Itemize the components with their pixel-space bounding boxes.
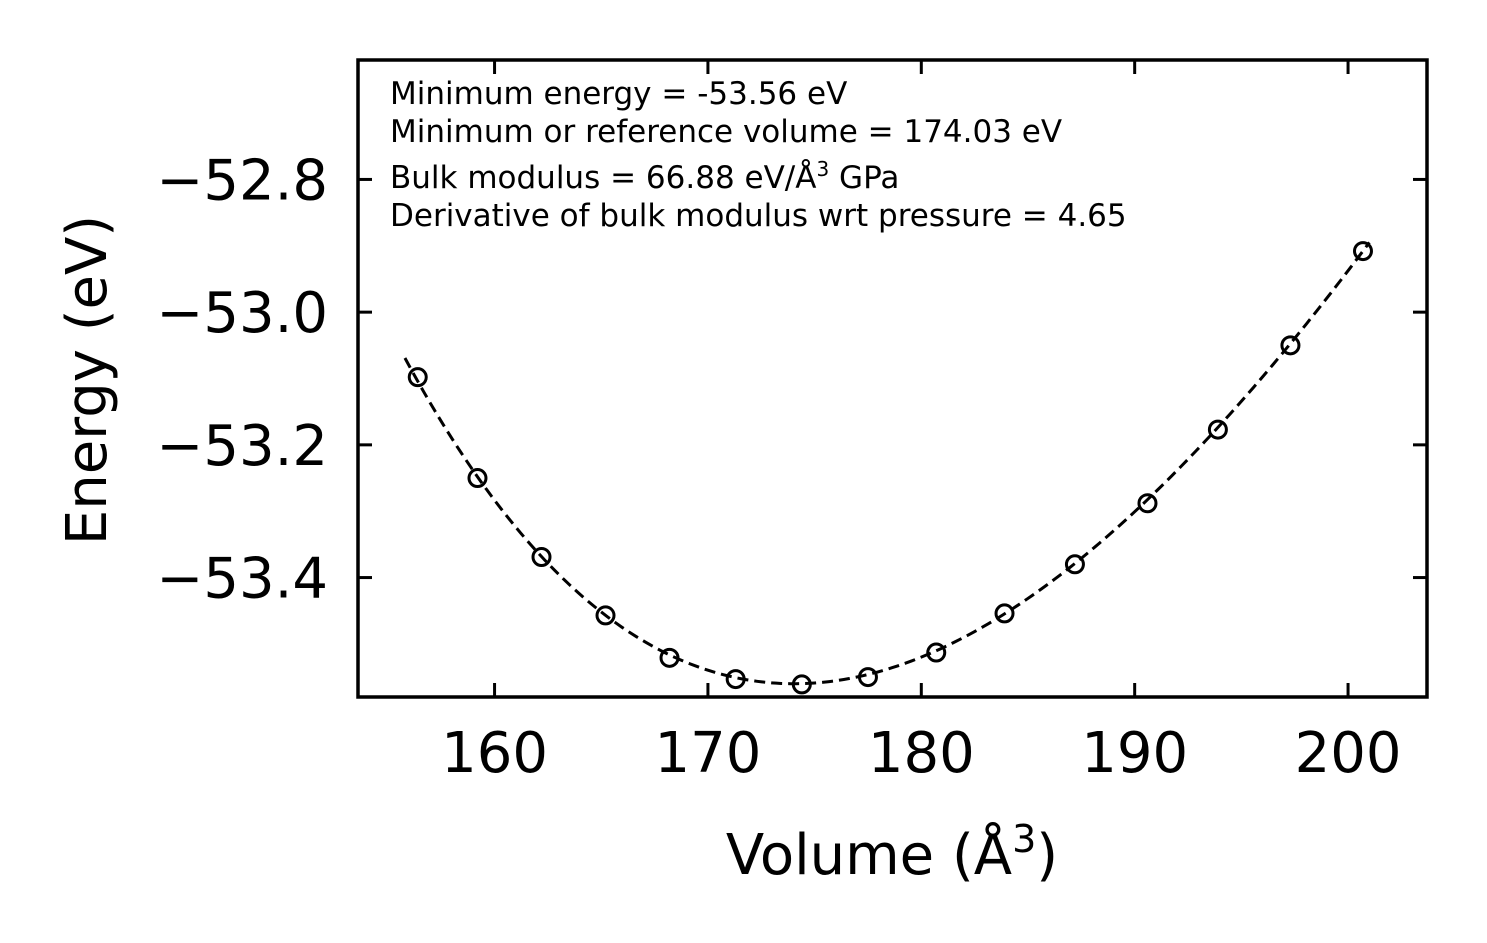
data-point <box>1064 554 1085 575</box>
annotation-bulk-modulus-unit: GPa <box>829 160 899 196</box>
x-axis-title: Volume (Å3) <box>726 817 1058 888</box>
data-point <box>407 367 428 388</box>
y-axis-title: Energy (eV) <box>55 215 120 545</box>
annotation-bulk-modulus-text: Bulk modulus = 66.88 eV/Å <box>390 160 816 196</box>
data-markers <box>407 241 1373 695</box>
y-tick-label: −53.2 <box>156 414 328 479</box>
x-tick-label: 160 <box>441 721 548 786</box>
data-point <box>926 642 947 663</box>
data-point <box>531 546 552 567</box>
x-tick-label: 190 <box>1081 721 1188 786</box>
data-point <box>595 605 616 626</box>
annotation-bulk-derivative: Derivative of bulk modulus wrt pressure … <box>390 198 1127 234</box>
x-axis-title-close: ) <box>1036 823 1058 888</box>
annotation-ref-volume: Minimum or reference volume = 174.03 eV <box>390 114 1062 150</box>
y-axis-ticks: −52.8 −53.0 −53.2 −53.4 <box>156 148 1427 612</box>
x-tick-label: 170 <box>654 721 761 786</box>
fit-curve <box>403 241 1371 686</box>
x-axis-title-text: Volume (Å <box>726 822 1012 888</box>
data-point <box>1137 493 1158 514</box>
annotation-bulk-modulus: Bulk modulus = 66.88 eV/Å3 GPa <box>390 157 899 196</box>
data-point <box>1352 241 1373 262</box>
y-tick-label: −52.8 <box>156 148 328 213</box>
annotation-bulk-modulus-sup: 3 <box>816 157 829 181</box>
x-axis-title-sup: 3 <box>1012 817 1036 861</box>
data-point <box>1207 419 1228 440</box>
annotation-block: Minimum energy = -53.56 eV Minimum or re… <box>390 76 1127 234</box>
y-tick-label: −53.0 <box>156 281 328 346</box>
x-axis-ticks: 160 170 180 190 200 <box>441 60 1401 786</box>
data-point <box>1280 335 1301 356</box>
data-point <box>659 647 680 668</box>
annotation-min-energy: Minimum energy = -53.56 eV <box>390 76 847 112</box>
x-tick-label: 180 <box>868 721 975 786</box>
data-point <box>467 468 488 489</box>
data-point <box>791 674 812 695</box>
plot-frame <box>356 58 1429 699</box>
x-tick-label: 200 <box>1295 721 1402 786</box>
data-point <box>857 667 878 688</box>
data-point <box>725 669 746 690</box>
data-point <box>994 603 1015 624</box>
y-tick-label: −53.4 <box>156 547 328 612</box>
